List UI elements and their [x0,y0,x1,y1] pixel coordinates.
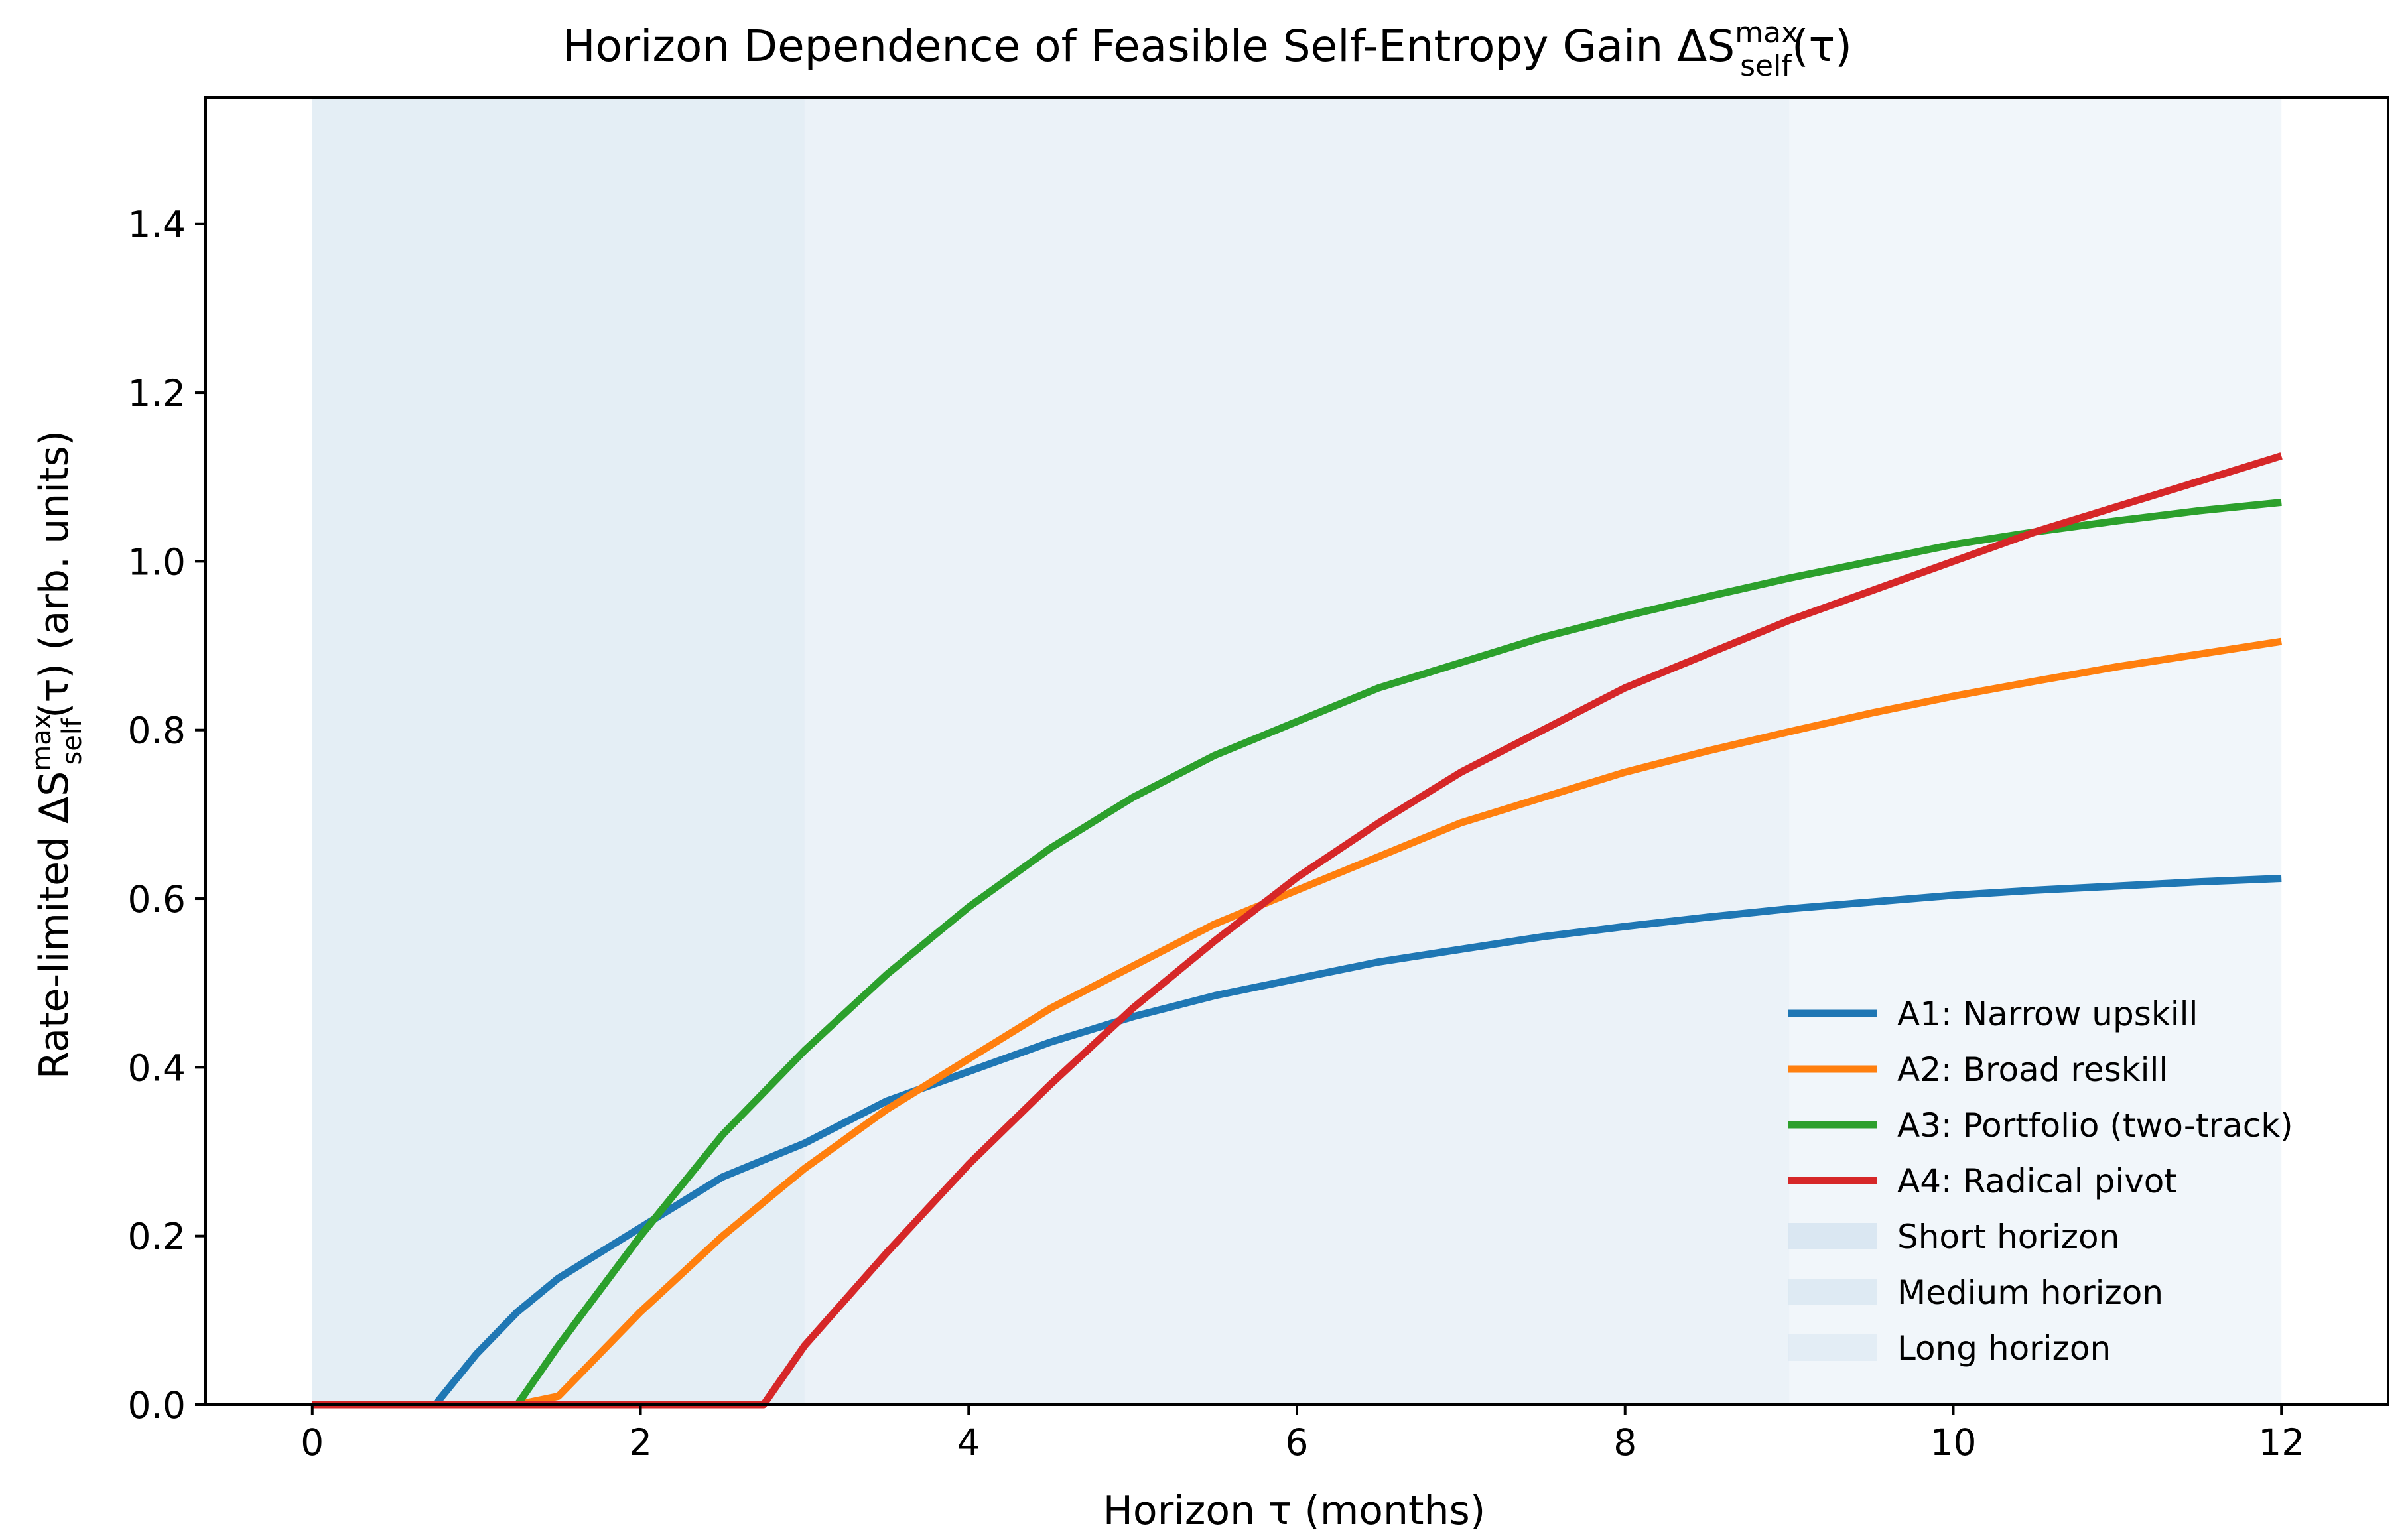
x-tick-label: 12 [2258,1421,2305,1464]
y-axis-label-superscript: max [27,714,57,771]
y-tick-label: 0.0 [128,1384,186,1427]
legend-label: A4: Radical pivot [1897,1162,2177,1200]
legend-label: A3: Portfolio (two-track) [1897,1106,2293,1145]
legend-label: A1: Narrow upskill [1897,995,2198,1033]
x-tick-label: 2 [629,1421,652,1464]
x-axis-label: Horizon τ (months) [1103,1488,1485,1534]
y-tick-label: 0.6 [128,878,186,921]
y-tick-label: 0.8 [128,710,186,752]
series-line-a2 [312,637,2283,1409]
series-line-a3 [312,498,2282,1409]
chart-title-superscript: max [1735,16,1798,50]
chart-title-main: Horizon Dependence of Feasible Self-Entr… [563,21,1735,72]
x-tick-label: 0 [301,1421,324,1464]
band-short-horizon [312,97,805,1405]
legend-swatch-long-horizon [1788,1334,1877,1361]
x-tick-label: 6 [1286,1421,1309,1464]
series-line-a1 [312,875,2282,1409]
band-long-horizon [1789,97,2282,1405]
legend-label: Long horizon [1897,1329,2111,1368]
legend-swatch-short-horizon [1788,1223,1877,1249]
y-tick-label: 1.0 [128,541,186,583]
band-medium-horizon [804,97,1790,1405]
legend-label: A2: Broad reskill [1897,1051,2168,1089]
y-axis-ticks: 0.0 0.2 0.4 0.6 0.8 1.0 1.2 1.4 [128,204,206,1427]
y-axis-label-subscript: self [57,718,88,765]
x-tick-label: 10 [1930,1421,1976,1464]
x-axis-ticks: 0 2 4 6 8 10 12 [301,1405,2305,1464]
legend-label: Medium horizon [1897,1273,2163,1312]
legend-label: Short horizon [1897,1218,2119,1256]
x-tick-label: 4 [957,1421,980,1464]
y-tick-label: 1.2 [128,372,186,415]
chart-title-subscript: self [1740,49,1792,83]
x-tick-label: 8 [1613,1421,1637,1464]
y-tick-label: 0.2 [128,1216,186,1258]
horizon-bands [312,97,2282,1405]
y-axis-label: Rate-limited ΔSmaxself(τ) (arb. units) [27,430,88,1079]
legend-swatch-medium-horizon [1788,1279,1877,1305]
y-tick-label: 0.4 [128,1047,186,1089]
y-tick-label: 1.4 [128,204,186,246]
chart-title: Horizon Dependence of Feasible Self-Entr… [563,16,1852,83]
y-axis-label-main: Rate-limited ΔS [31,771,78,1079]
y-axis-label-suffix: (τ) (arb. units) [31,430,78,718]
legend: A1: Narrow upskill A2: Broad reskill A3: P… [1788,995,2293,1368]
chart-title-suffix: (τ) [1792,21,1852,72]
